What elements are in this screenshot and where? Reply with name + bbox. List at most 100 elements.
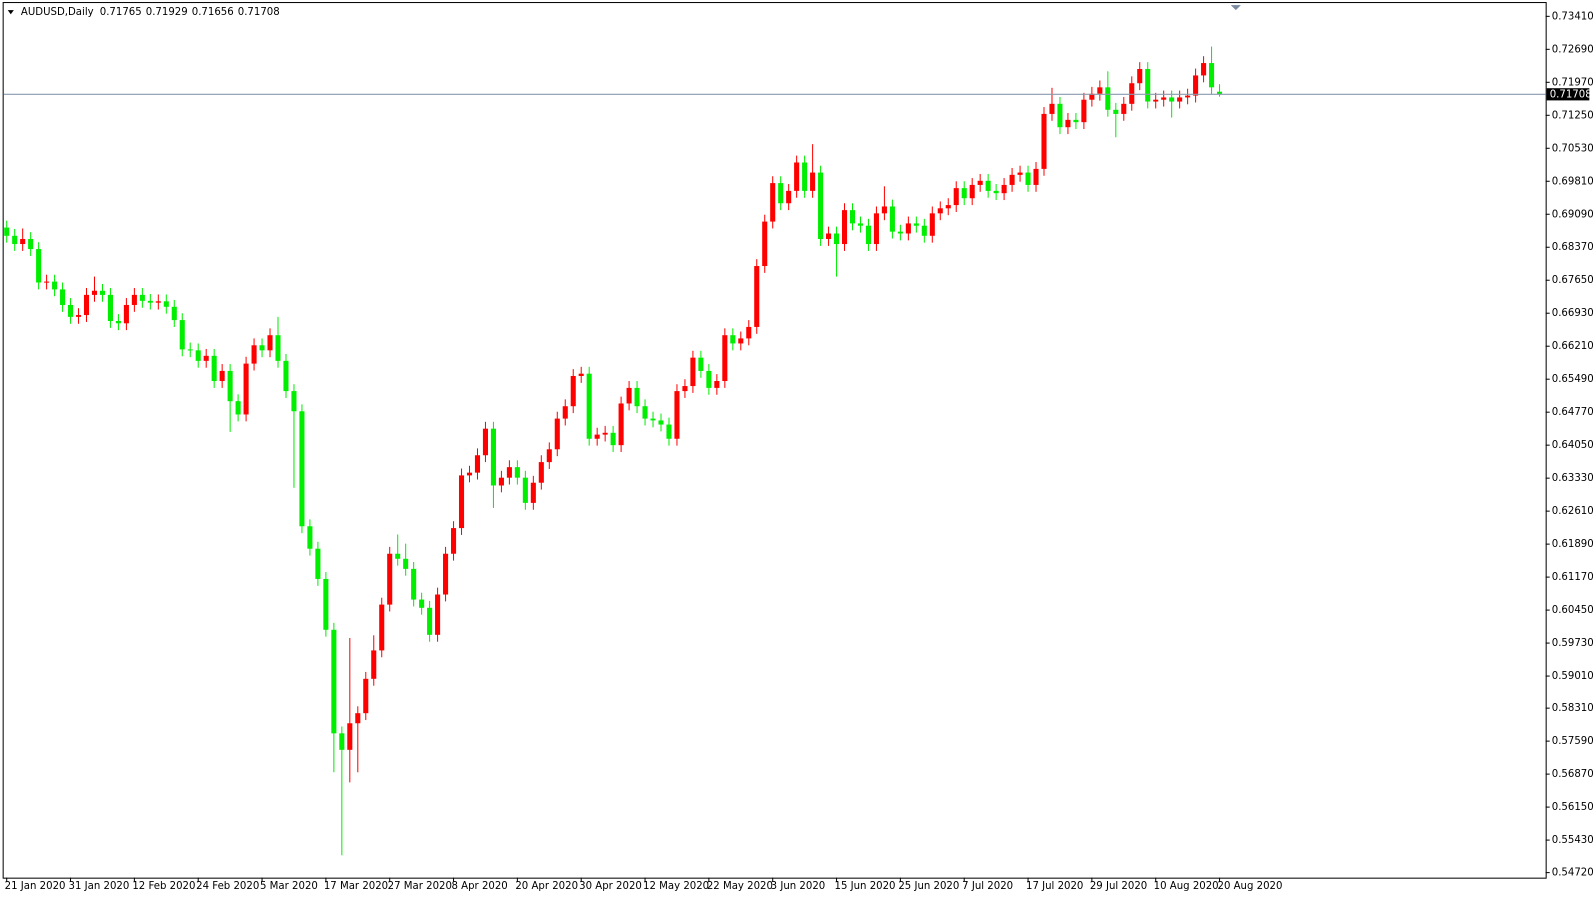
candle-body — [826, 233, 832, 239]
candle-body — [1017, 172, 1023, 175]
candle-body — [945, 205, 951, 209]
x-tick-label: 20 Aug 2020 — [1218, 881, 1283, 892]
candle-body — [929, 213, 935, 236]
candle-body — [490, 428, 496, 486]
candle-body — [1001, 184, 1007, 194]
candle-body — [283, 360, 289, 392]
candle-body — [1209, 63, 1215, 88]
candle-body — [75, 315, 82, 317]
candle-body — [778, 183, 784, 204]
last-low: 0.71656 — [192, 7, 234, 18]
candle-body — [578, 373, 584, 376]
candle-body — [530, 482, 536, 503]
candle-body — [1145, 69, 1151, 102]
candle-body — [786, 190, 792, 204]
candle-body — [1217, 91, 1223, 95]
candle-body — [1009, 174, 1015, 185]
candle-body — [403, 558, 409, 569]
candle-body — [722, 335, 728, 382]
candle-body — [738, 338, 744, 344]
candle-body — [451, 528, 457, 554]
candle-body — [68, 304, 74, 317]
candle-body — [307, 526, 313, 549]
candle-body — [315, 548, 321, 579]
candle-body — [1121, 103, 1127, 114]
y-tick-label: 0.71970 — [1552, 77, 1593, 88]
y-tick-label: 0.56150 — [1552, 802, 1593, 813]
candle-body — [107, 294, 113, 322]
candle-body — [12, 235, 18, 245]
candle-body — [1065, 119, 1071, 128]
candle-body — [1137, 69, 1143, 84]
candle-body — [227, 370, 233, 402]
candle-body — [419, 599, 425, 608]
candle-body — [123, 304, 129, 324]
candle-body — [1177, 97, 1183, 102]
candle-body — [1185, 95, 1191, 98]
menu-arrow[interactable] — [7, 10, 14, 15]
candle-body — [1089, 93, 1095, 100]
x-tick-label: 12 May 2020 — [643, 881, 709, 892]
y-tick-label: 0.71250 — [1552, 110, 1593, 121]
candle-body — [211, 355, 217, 382]
candle-body — [1201, 63, 1207, 76]
candle-body — [953, 188, 959, 206]
candle-body — [1081, 99, 1087, 123]
candle-body — [730, 335, 736, 344]
candle-body — [674, 391, 680, 439]
candle-body — [44, 281, 50, 283]
x-tick-label: 21 Jan 2020 — [5, 881, 66, 892]
candle-body — [1193, 75, 1199, 96]
candle-body — [458, 475, 465, 529]
y-tick-label: 0.67650 — [1552, 275, 1593, 286]
candle-body — [331, 629, 337, 734]
candle-body — [387, 553, 393, 605]
candle-body — [498, 477, 504, 486]
candle-body — [554, 418, 560, 450]
candle-body — [818, 172, 824, 239]
candle-body — [355, 713, 361, 724]
candle-body — [4, 227, 10, 236]
candle-body — [339, 733, 345, 750]
shift-marker — [1230, 5, 1241, 11]
candle-body — [347, 723, 353, 750]
candle-body — [131, 294, 137, 305]
candle-body — [474, 455, 481, 473]
y-tick-label: 0.61890 — [1552, 539, 1593, 550]
candle-body — [443, 553, 449, 595]
candle-body — [706, 370, 712, 388]
candle-body — [99, 290, 106, 295]
candle-body — [291, 391, 297, 412]
y-tick-label: 0.65490 — [1552, 374, 1593, 385]
x-tick-label: 30 Apr 2020 — [579, 881, 642, 892]
candle-body — [179, 320, 185, 350]
candle-body — [466, 472, 473, 476]
x-tick-label: 17 Mar 2020 — [324, 881, 388, 892]
candle-body — [36, 249, 42, 283]
candle-body — [921, 225, 927, 236]
candle-body — [770, 183, 776, 222]
x-tick-label: 29 Jul 2020 — [1090, 881, 1147, 892]
candle-body — [1169, 97, 1175, 102]
candle-body — [993, 190, 999, 194]
y-tick-label: 0.66930 — [1552, 308, 1593, 319]
candle-body — [235, 401, 241, 415]
y-tick-label: 0.72690 — [1552, 44, 1593, 55]
candle-body — [1073, 119, 1079, 123]
x-tick-label: 27 Mar 2020 — [388, 881, 452, 892]
candle-body — [626, 387, 632, 404]
candle-body — [395, 553, 401, 559]
x-tick-label: 24 Feb 2020 — [196, 881, 259, 892]
candle-body — [538, 462, 544, 483]
y-tick-label: 0.69810 — [1552, 176, 1593, 187]
y-tick-label: 0.63330 — [1552, 473, 1593, 484]
candle-body — [754, 266, 760, 327]
x-tick-label: 3 Jun 2020 — [771, 881, 826, 892]
candle-body — [28, 238, 34, 250]
candle-body — [1041, 113, 1047, 169]
candle-body — [690, 357, 696, 387]
candle-body — [91, 290, 98, 295]
candle-body — [810, 172, 816, 191]
candle-body — [961, 188, 967, 199]
